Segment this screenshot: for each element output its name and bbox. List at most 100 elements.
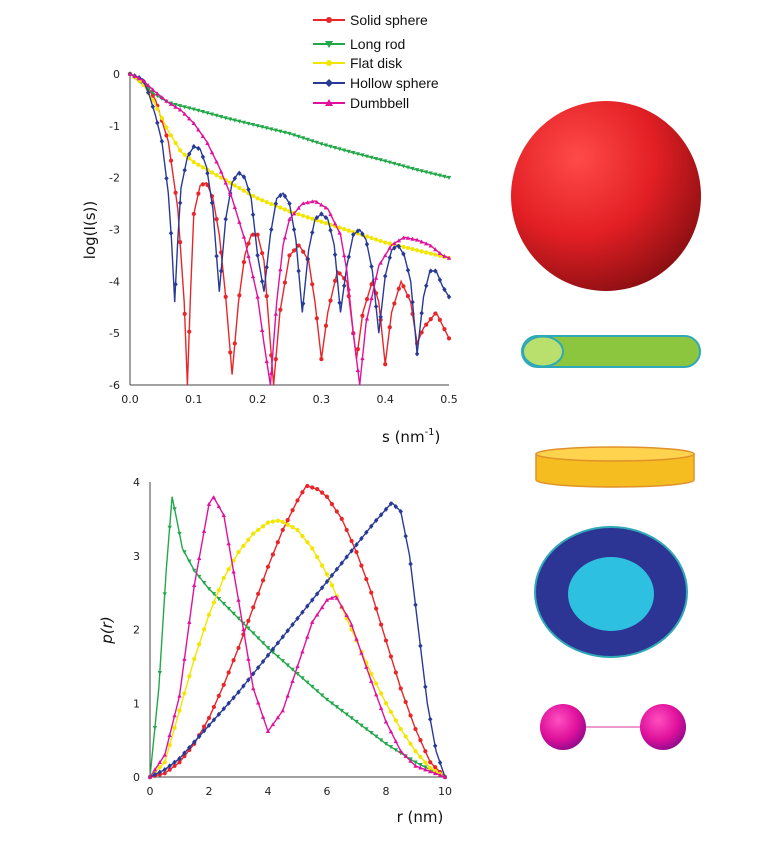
data-point [241, 259, 247, 265]
data-point [355, 346, 360, 352]
data-point [301, 249, 306, 254]
data-point [295, 498, 300, 503]
data-point [260, 198, 265, 203]
data-point [305, 634, 310, 639]
data-point [423, 765, 428, 770]
data-point [209, 112, 215, 117]
data-point [442, 286, 447, 293]
data-point [373, 275, 379, 280]
data-point [383, 742, 389, 747]
x-tick-label: 10 [438, 785, 452, 798]
data-point [387, 160, 392, 165]
data-point [178, 239, 183, 245]
data-point [205, 111, 210, 116]
data-point [290, 678, 295, 683]
data-point [159, 115, 164, 121]
data-point [419, 310, 424, 316]
data-point [280, 659, 285, 664]
data-point [300, 609, 305, 615]
data-point [329, 701, 335, 706]
data-point [418, 765, 423, 770]
data-point [446, 336, 452, 341]
data-point [388, 501, 394, 507]
data-point [250, 193, 256, 198]
data-point [433, 252, 438, 257]
data-point [310, 229, 315, 236]
data-point [364, 727, 369, 732]
data-point [310, 619, 315, 624]
data-point [177, 107, 183, 112]
data-point [236, 597, 241, 602]
data-point [387, 254, 392, 261]
data-point [182, 167, 187, 173]
data-point [428, 316, 433, 322]
data-point [418, 754, 423, 759]
data-point [329, 502, 335, 507]
data-point [246, 241, 251, 246]
data-point [250, 212, 256, 218]
data-point [265, 646, 271, 651]
series-flat-disk [147, 518, 448, 780]
data-point [173, 140, 178, 145]
data-point [265, 729, 271, 734]
data-point [162, 592, 167, 597]
data-point [200, 182, 206, 187]
data-point [290, 508, 295, 513]
x-tick-labels: 0.0 0.1 0.2 0.3 0.4 0.5 [121, 393, 458, 406]
data-point [314, 612, 320, 617]
data-point [260, 578, 266, 583]
data-point [191, 211, 196, 217]
series-solid-sphere [127, 71, 452, 386]
data-point [424, 283, 429, 289]
y-axis-label: p(r) [98, 616, 116, 644]
data-point [231, 658, 236, 663]
series-layer [127, 71, 452, 386]
data-point [393, 503, 399, 510]
data-point [236, 616, 241, 621]
data-point [221, 601, 226, 606]
data-point [401, 251, 406, 257]
data-point [251, 671, 256, 677]
data-point [287, 131, 292, 136]
data-point [433, 247, 438, 252]
x-tick-label: 0.1 [185, 393, 203, 406]
data-point [127, 71, 133, 76]
data-point [255, 636, 261, 641]
data-point [315, 486, 320, 492]
data-point [182, 656, 187, 661]
data-point [162, 752, 167, 757]
data-point [415, 248, 420, 253]
data-point [373, 734, 379, 739]
data-point [182, 152, 187, 157]
data-point [285, 693, 290, 698]
data-point [296, 134, 301, 139]
data-point [410, 166, 415, 171]
data-point [182, 111, 187, 116]
data-point [152, 771, 158, 778]
data-point [305, 483, 310, 489]
data-point [251, 686, 256, 691]
data-point [291, 211, 297, 216]
data-point [141, 78, 146, 83]
data-point [182, 550, 187, 555]
legend-item-long-rod: Long rod [313, 36, 405, 52]
data-point [278, 267, 283, 272]
data-point [216, 693, 221, 698]
data-point [291, 248, 297, 253]
data-point [280, 519, 285, 525]
data-point [364, 577, 369, 582]
data-point [378, 622, 384, 627]
data-point [231, 695, 236, 701]
data-point [197, 642, 202, 647]
data-point [319, 585, 325, 591]
data-point [150, 90, 155, 95]
data-point [196, 127, 201, 132]
data-point [408, 758, 413, 763]
data-point [305, 680, 310, 685]
data-point [359, 723, 364, 728]
data-point [172, 725, 177, 730]
data-point [167, 763, 172, 769]
data-point [337, 230, 342, 235]
data-point [260, 641, 266, 646]
data-point [378, 238, 383, 244]
